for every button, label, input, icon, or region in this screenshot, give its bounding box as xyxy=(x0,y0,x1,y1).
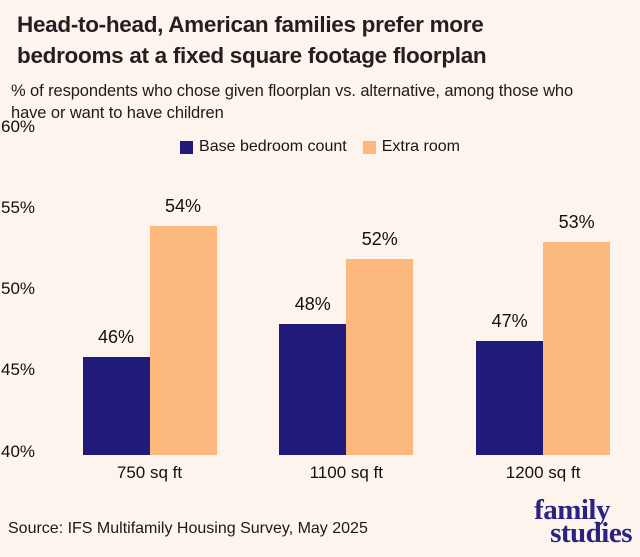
y-axis-tick-label: 45% xyxy=(1,360,36,380)
y-axis-tick-label: 50% xyxy=(1,279,36,299)
chart-subtitle: % of respondents who chose given floorpl… xyxy=(11,81,621,124)
chart-title-line-2: bedrooms at a fixed square footage floor… xyxy=(17,43,487,68)
legend-swatch-icon xyxy=(362,140,376,154)
bar-value-label: 47% xyxy=(491,310,528,331)
bar-extra-room xyxy=(543,242,611,455)
y-axis-tick-label: 55% xyxy=(1,198,36,218)
bar-value-label: 48% xyxy=(294,294,331,315)
source-note: Source: IFS Multifamily Housing Survey, … xyxy=(8,520,368,537)
bar-value-label: 52% xyxy=(361,228,398,249)
x-axis-category-label: 1100 sq ft xyxy=(309,463,383,482)
bar-extra-room xyxy=(149,226,217,455)
chart-title-line-1: Head-to-head, American families prefer m… xyxy=(17,12,484,37)
y-axis-tick-label: 40% xyxy=(1,441,36,461)
x-axis-category-label: 1200 sq ft xyxy=(505,463,581,482)
legend-item-base-bedroom-count: Base bedroom count xyxy=(180,138,347,156)
bar-value-label: 54% xyxy=(164,196,202,217)
y-axis-tick-label: 60% xyxy=(1,117,36,136)
legend-label: Extra room xyxy=(381,138,460,155)
chart-legend: Base bedroom count Extra room xyxy=(0,138,640,156)
legend-swatch-icon xyxy=(180,140,194,154)
bar-value-label: 53% xyxy=(558,212,595,233)
family-studies-logo-line-1: family xyxy=(534,494,610,526)
chart-subtitle-line-2: have or want to have children xyxy=(11,103,224,122)
x-axis-category-label: 750 sq ft xyxy=(116,463,183,482)
bar-extra-room xyxy=(346,258,414,455)
legend-label: Base bedroom count xyxy=(199,138,347,155)
chart-title: Head-to-head, American families prefer m… xyxy=(17,9,622,71)
family-studies-logo-line-2: studies xyxy=(550,517,632,549)
bar-base-bedroom-count xyxy=(279,324,347,455)
bar-value-label: 46% xyxy=(97,326,135,347)
legend-item-extra-room: Extra room xyxy=(362,138,460,156)
bar-base-bedroom-count xyxy=(82,356,150,455)
chart-subtitle-line-1: % of respondents who chose given floorpl… xyxy=(11,82,574,100)
bar-base-bedroom-count xyxy=(476,340,544,455)
